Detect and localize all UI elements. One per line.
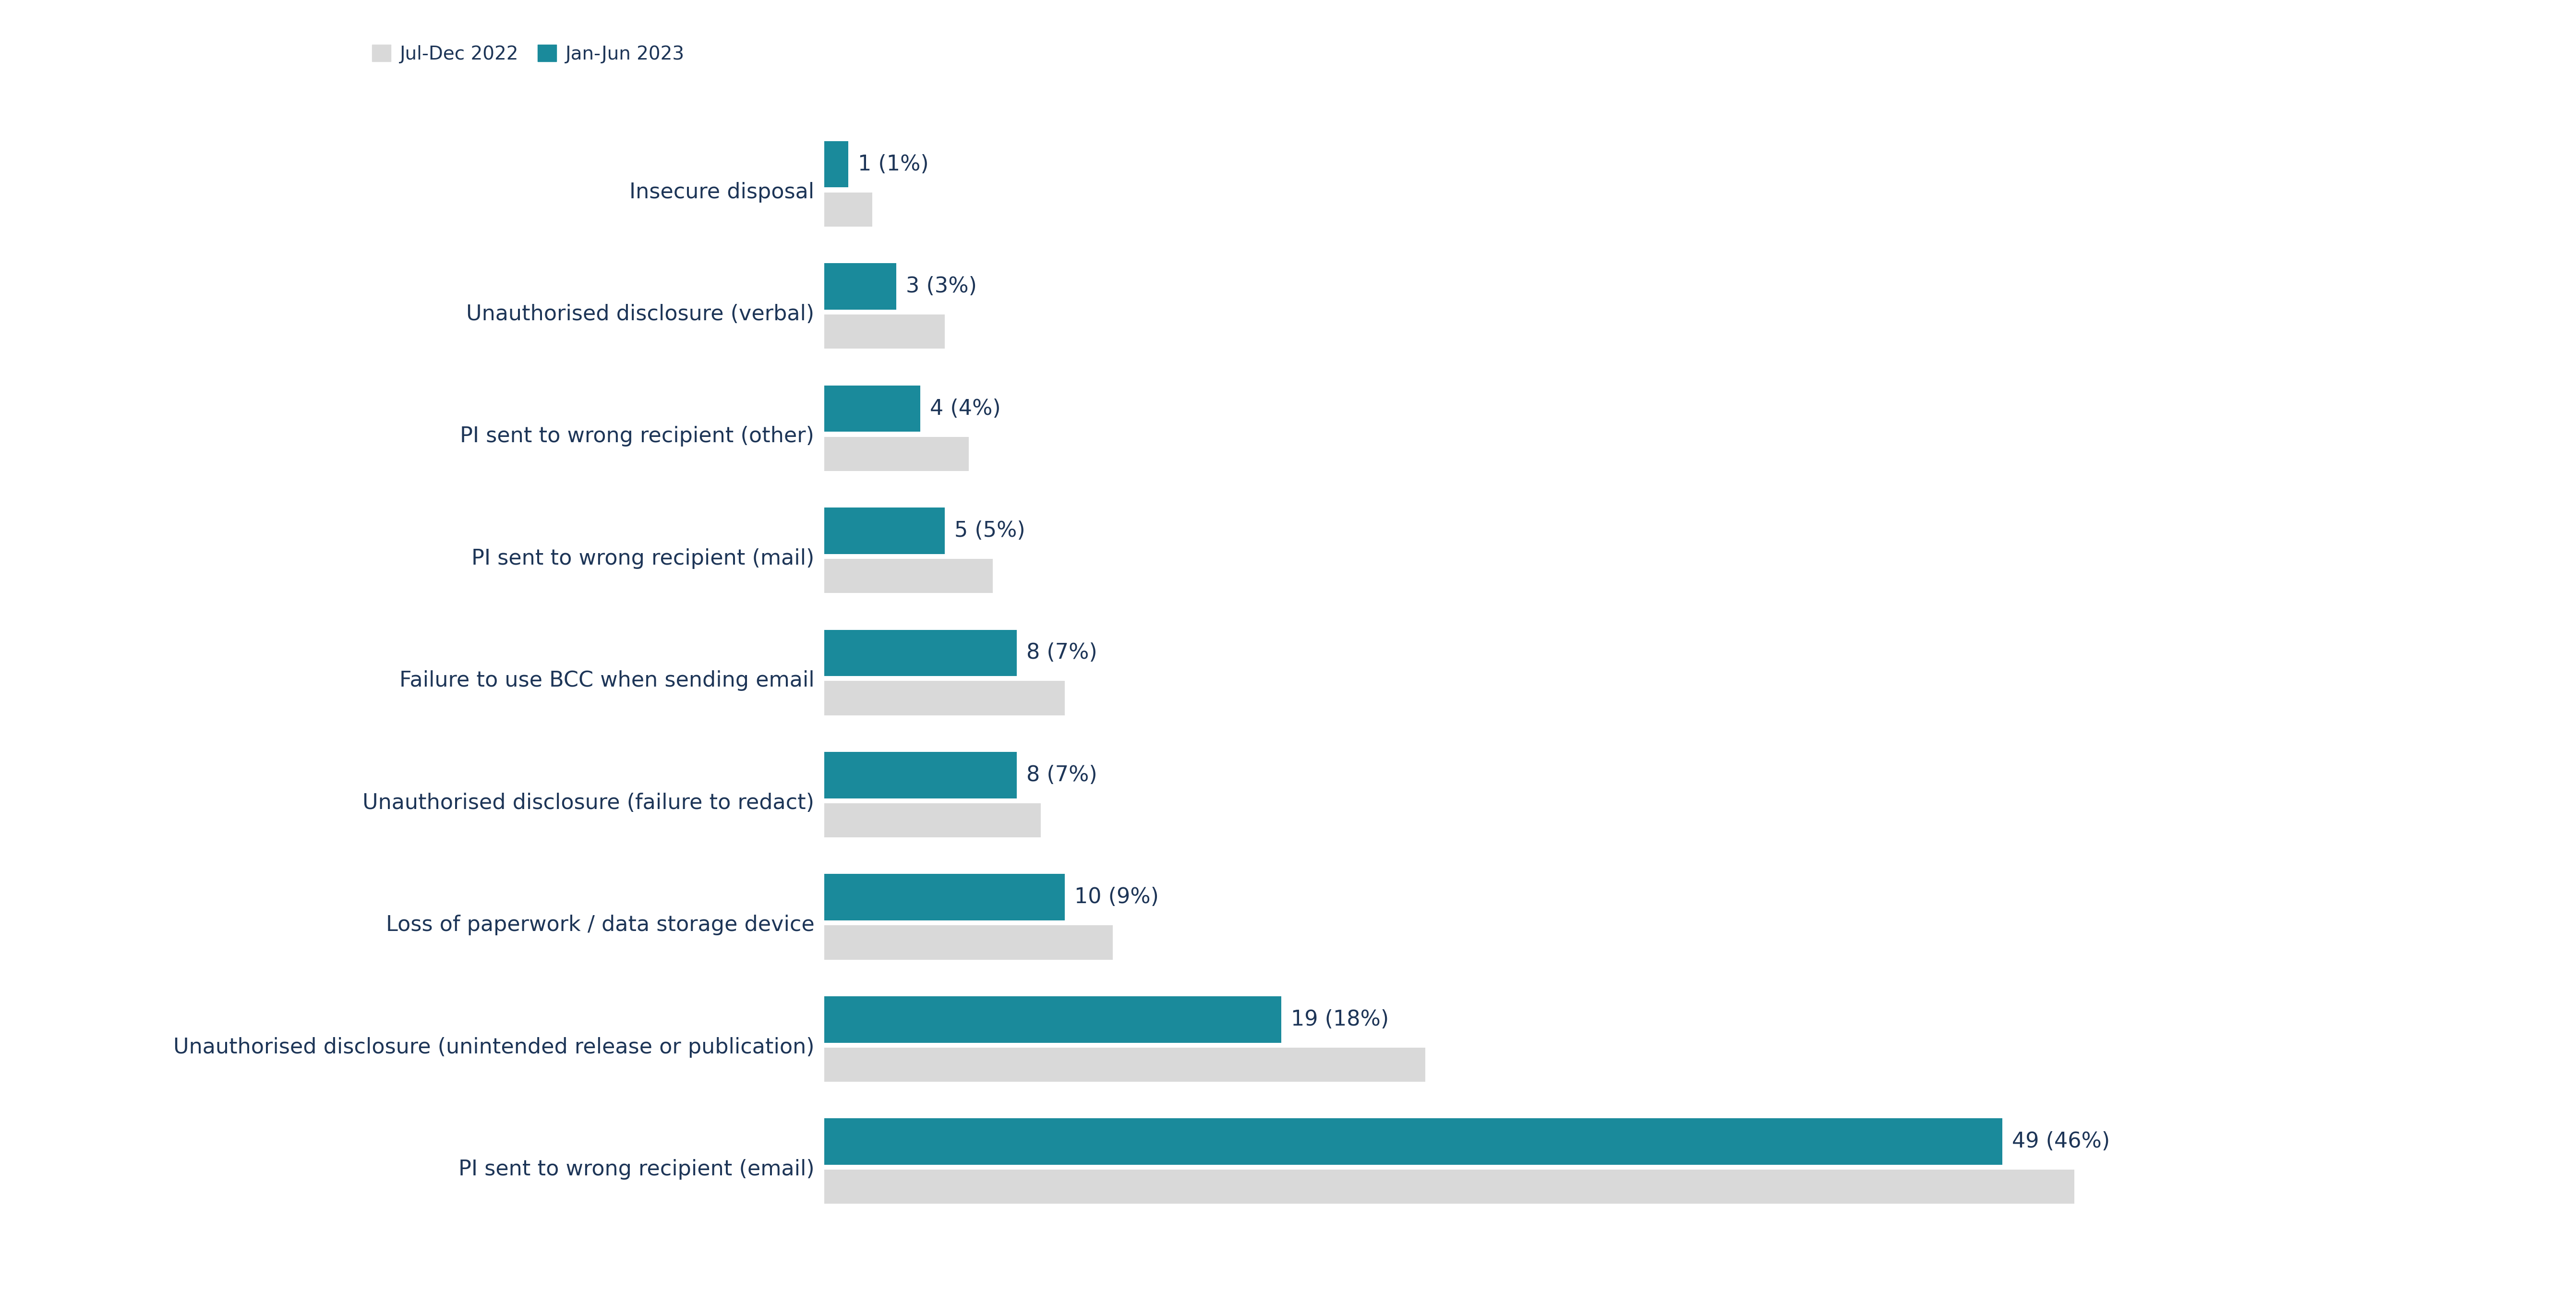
Bar [824, 264, 896, 309]
Bar [824, 925, 1113, 959]
Text: 3 (3%): 3 (3%) [907, 277, 976, 296]
Bar [824, 681, 1064, 715]
Text: 1 (1%): 1 (1%) [858, 154, 930, 175]
Bar [824, 1169, 2074, 1205]
Text: 5 (5%): 5 (5%) [953, 521, 1025, 542]
Text: 8 (7%): 8 (7%) [1025, 765, 1097, 786]
Bar [824, 508, 945, 555]
Text: 10 (9%): 10 (9%) [1074, 887, 1159, 907]
Bar [824, 803, 1041, 838]
Bar [824, 1118, 2002, 1165]
Text: 4 (4%): 4 (4%) [930, 398, 1002, 419]
Bar [824, 437, 969, 471]
Text: 8 (7%): 8 (7%) [1025, 642, 1097, 663]
Bar [824, 385, 920, 432]
Bar [824, 752, 1018, 799]
Text: 49 (46%): 49 (46%) [2012, 1131, 2110, 1152]
Bar [824, 141, 848, 188]
Bar [824, 630, 1018, 676]
Text: 19 (18%): 19 (18%) [1291, 1009, 1388, 1030]
Bar [824, 874, 1064, 920]
Legend: Jul-Dec 2022, Jan-Jun 2023: Jul-Dec 2022, Jan-Jun 2023 [371, 44, 685, 64]
Bar [824, 315, 945, 348]
Bar [824, 192, 873, 227]
Bar [824, 996, 1280, 1043]
Bar [824, 559, 992, 592]
Bar [824, 1048, 1425, 1082]
